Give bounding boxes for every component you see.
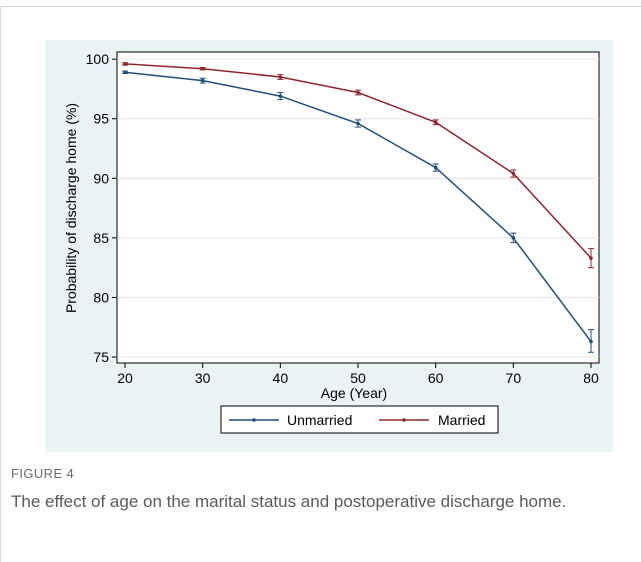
data-point-unmarried bbox=[511, 236, 516, 240]
legend: Unmarried Married bbox=[220, 405, 499, 434]
data-point-married bbox=[356, 90, 360, 95]
data-point-married bbox=[123, 62, 127, 66]
x-axis: 20 30 40 50 60 70 80 bbox=[117, 363, 599, 386]
y-tick-label: 90 bbox=[93, 170, 109, 186]
y-axis-title: Probability of discharge home (%) bbox=[63, 103, 79, 313]
data-point-unmarried bbox=[433, 165, 438, 170]
data-point-unmarried bbox=[123, 70, 127, 75]
data-point-married bbox=[589, 256, 593, 260]
legend-marker-married bbox=[402, 418, 406, 422]
series-married bbox=[122, 62, 594, 269]
x-tick-label: 20 bbox=[117, 370, 133, 386]
y-tick-label: 85 bbox=[93, 230, 109, 246]
data-point-married bbox=[511, 171, 516, 176]
x-tick-label: 50 bbox=[350, 370, 366, 386]
x-axis-title: Age (Year) bbox=[321, 385, 387, 401]
x-tick-label: 70 bbox=[506, 370, 522, 386]
data-point-unmarried bbox=[278, 94, 283, 98]
data-point-unmarried bbox=[200, 78, 205, 83]
y-tick-label: 75 bbox=[93, 349, 109, 365]
series-layer bbox=[122, 62, 594, 353]
plot-area bbox=[116, 51, 600, 364]
legend-marker-unmarried bbox=[252, 418, 256, 422]
y-axis: 75 80 85 90 95 100 bbox=[86, 51, 117, 365]
y-tick-label: 95 bbox=[93, 111, 109, 127]
y-tick-label: 100 bbox=[86, 51, 110, 67]
x-tick-label: 30 bbox=[195, 370, 211, 386]
left-divider bbox=[0, 6, 1, 562]
figure-label: FIGURE 4 bbox=[11, 466, 75, 481]
top-divider bbox=[0, 6, 641, 7]
figure-caption: The effect of age on the marital status … bbox=[11, 492, 567, 511]
data-point-unmarried bbox=[589, 339, 593, 344]
data-point-married bbox=[278, 75, 283, 79]
x-tick-label: 40 bbox=[273, 370, 289, 386]
y-tick-label: 80 bbox=[93, 289, 109, 305]
data-point-married bbox=[200, 66, 205, 71]
data-point-unmarried bbox=[356, 121, 360, 126]
x-tick-label: 60 bbox=[428, 370, 444, 386]
series-unmarried bbox=[122, 70, 594, 353]
legend-label-married: Married bbox=[438, 412, 485, 428]
grid-lines bbox=[117, 58, 599, 358]
data-point-married bbox=[433, 120, 438, 125]
legend-label-unmarried: Unmarried bbox=[287, 412, 352, 428]
x-tick-label: 80 bbox=[583, 370, 599, 386]
